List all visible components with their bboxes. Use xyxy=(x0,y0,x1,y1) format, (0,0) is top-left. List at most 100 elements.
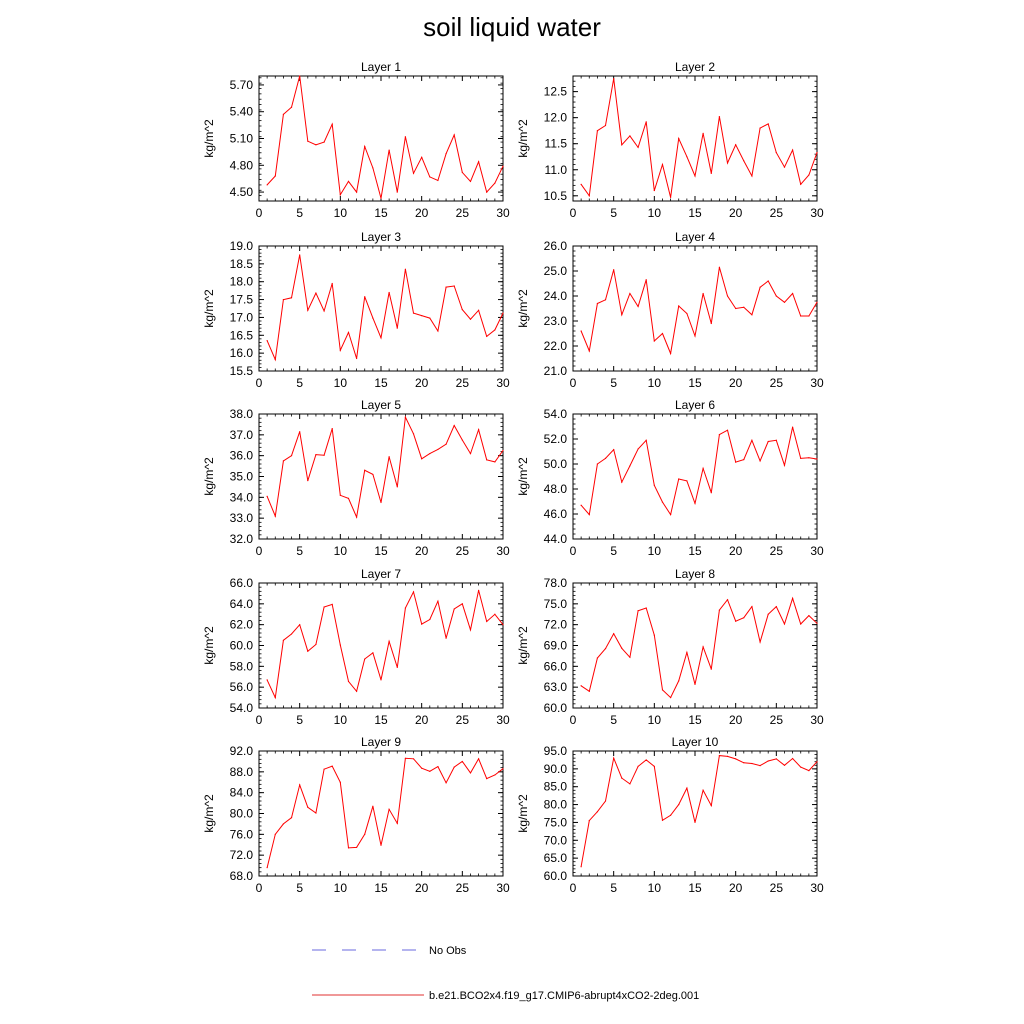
data-point xyxy=(404,136,406,138)
x-tick-label: 25 xyxy=(456,544,470,558)
data-point xyxy=(653,765,655,767)
data-point xyxy=(339,781,341,783)
data-point xyxy=(645,279,647,281)
data-point xyxy=(783,166,786,168)
x-tick-label: 15 xyxy=(688,544,702,558)
data-point xyxy=(816,761,818,763)
data-point xyxy=(686,651,688,654)
data-point xyxy=(783,464,786,466)
data-point xyxy=(421,156,423,158)
data-point xyxy=(282,639,284,641)
series-line xyxy=(580,755,818,867)
data-point xyxy=(315,812,317,814)
y-tick-label: 35.0 xyxy=(230,470,254,484)
data-point xyxy=(759,286,761,288)
y-axis-label: kg/m^2 xyxy=(202,457,216,496)
data-point xyxy=(637,305,639,308)
x-tick-label: 30 xyxy=(810,544,824,558)
data-point xyxy=(323,141,325,143)
x-tick-label: 25 xyxy=(770,206,784,220)
data-point xyxy=(274,358,276,361)
x-tick-label: 15 xyxy=(374,206,388,220)
x-tick-label: 5 xyxy=(296,206,303,220)
data-point xyxy=(445,637,447,639)
data-point xyxy=(429,317,431,319)
data-point xyxy=(421,623,423,625)
x-tick-label: 0 xyxy=(256,544,263,558)
data-point xyxy=(266,867,268,869)
data-point xyxy=(596,657,599,659)
y-tick-label: 72.0 xyxy=(230,848,254,862)
data-point xyxy=(800,315,802,317)
x-tick-label: 25 xyxy=(770,376,784,390)
data-point xyxy=(429,618,431,621)
data-point xyxy=(486,191,488,193)
x-tick-label: 30 xyxy=(496,713,510,727)
x-tick-label: 5 xyxy=(296,713,303,727)
data-point xyxy=(702,789,704,791)
data-point xyxy=(347,680,350,683)
plot-frame xyxy=(258,413,504,540)
data-point xyxy=(453,134,455,136)
panel-title: Layer 1 xyxy=(361,60,401,74)
y-tick-label: 76.0 xyxy=(230,827,254,841)
panel-layer-1: 0 5 10 15 20 25 30 4.50 4.80 5.10 5.40 5.70 Layer 1 k… xyxy=(202,60,510,220)
data-point xyxy=(331,282,333,285)
data-point xyxy=(718,434,721,436)
data-point xyxy=(694,175,696,177)
data-point xyxy=(808,174,810,176)
data-point xyxy=(372,317,374,319)
data-point xyxy=(478,309,480,311)
data-point xyxy=(735,758,737,760)
data-point xyxy=(670,196,672,198)
data-point xyxy=(461,308,463,311)
data-point xyxy=(653,484,655,486)
plot-frame xyxy=(258,750,504,877)
data-point xyxy=(307,480,309,482)
y-tick-label: 24.0 xyxy=(544,289,568,303)
data-point xyxy=(494,182,496,184)
y-tick-label: 68.0 xyxy=(230,869,254,883)
data-point xyxy=(364,833,366,835)
panel-title: Layer 9 xyxy=(361,735,401,749)
data-point xyxy=(767,440,769,443)
y-tick-label: 70.0 xyxy=(544,833,568,847)
data-point xyxy=(404,416,406,418)
y-tick-label: 44.0 xyxy=(544,532,568,546)
x-tick-label: 25 xyxy=(770,544,784,558)
data-point xyxy=(702,646,704,648)
series-line xyxy=(580,426,818,516)
y-axis-label: kg/m^2 xyxy=(202,794,216,833)
series-line xyxy=(266,590,504,700)
data-point xyxy=(710,668,712,670)
data-point xyxy=(266,679,268,681)
data-point xyxy=(388,456,390,458)
y-tick-label: 36.0 xyxy=(230,449,254,463)
data-point xyxy=(580,685,582,687)
data-point xyxy=(486,620,488,623)
panel-title: Layer 6 xyxy=(675,398,715,412)
x-tick-label: 25 xyxy=(770,881,784,895)
x-tick-label: 20 xyxy=(415,206,429,220)
data-point xyxy=(743,306,745,308)
x-tick-label: 0 xyxy=(256,206,263,220)
data-point xyxy=(661,332,664,335)
data-point xyxy=(710,492,712,494)
x-tick-label: 15 xyxy=(374,713,388,727)
data-point xyxy=(678,137,680,140)
data-point xyxy=(637,448,639,450)
y-tick-label: 90.0 xyxy=(544,762,568,776)
data-point xyxy=(421,767,423,769)
data-point xyxy=(710,322,712,325)
data-point xyxy=(686,312,688,315)
y-tick-label: 37.0 xyxy=(230,428,254,442)
series-line xyxy=(580,596,818,699)
x-tick-label: 10 xyxy=(648,881,662,895)
y-tick-label: 22.0 xyxy=(544,339,568,353)
data-point xyxy=(735,307,737,310)
data-point xyxy=(396,822,398,824)
plot-frame xyxy=(572,413,818,540)
x-tick-label: 30 xyxy=(496,206,510,220)
data-point xyxy=(751,606,753,608)
x-tick-label: 30 xyxy=(810,713,824,727)
